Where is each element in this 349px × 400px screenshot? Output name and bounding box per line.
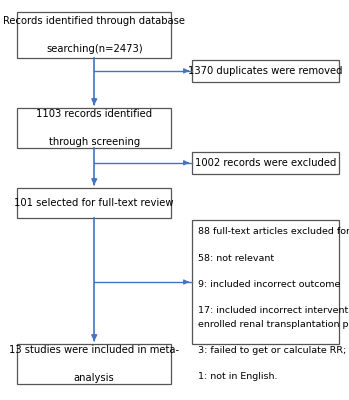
Text: 101 selected for full-text review: 101 selected for full-text review [14, 198, 174, 208]
Text: Records identified through database

searching(n=2473): Records identified through database sear… [3, 16, 185, 54]
FancyBboxPatch shape [192, 60, 339, 82]
FancyBboxPatch shape [192, 152, 339, 174]
Text: 1103 records identified

through screening: 1103 records identified through screenin… [36, 109, 152, 147]
FancyBboxPatch shape [17, 344, 171, 384]
FancyBboxPatch shape [17, 188, 171, 218]
FancyBboxPatch shape [192, 220, 339, 344]
FancyBboxPatch shape [17, 12, 171, 58]
Text: 1002 records were excluded: 1002 records were excluded [194, 158, 336, 168]
Text: 88 full-text articles excluded for:

58: not relevant

9: included incorrect out: 88 full-text articles excluded for: 58: … [198, 227, 349, 382]
Text: 13 studies were included in meta-

analysis: 13 studies were included in meta- analys… [9, 345, 179, 383]
Text: 1370 duplicates were removed: 1370 duplicates were removed [188, 66, 342, 76]
FancyBboxPatch shape [17, 108, 171, 148]
